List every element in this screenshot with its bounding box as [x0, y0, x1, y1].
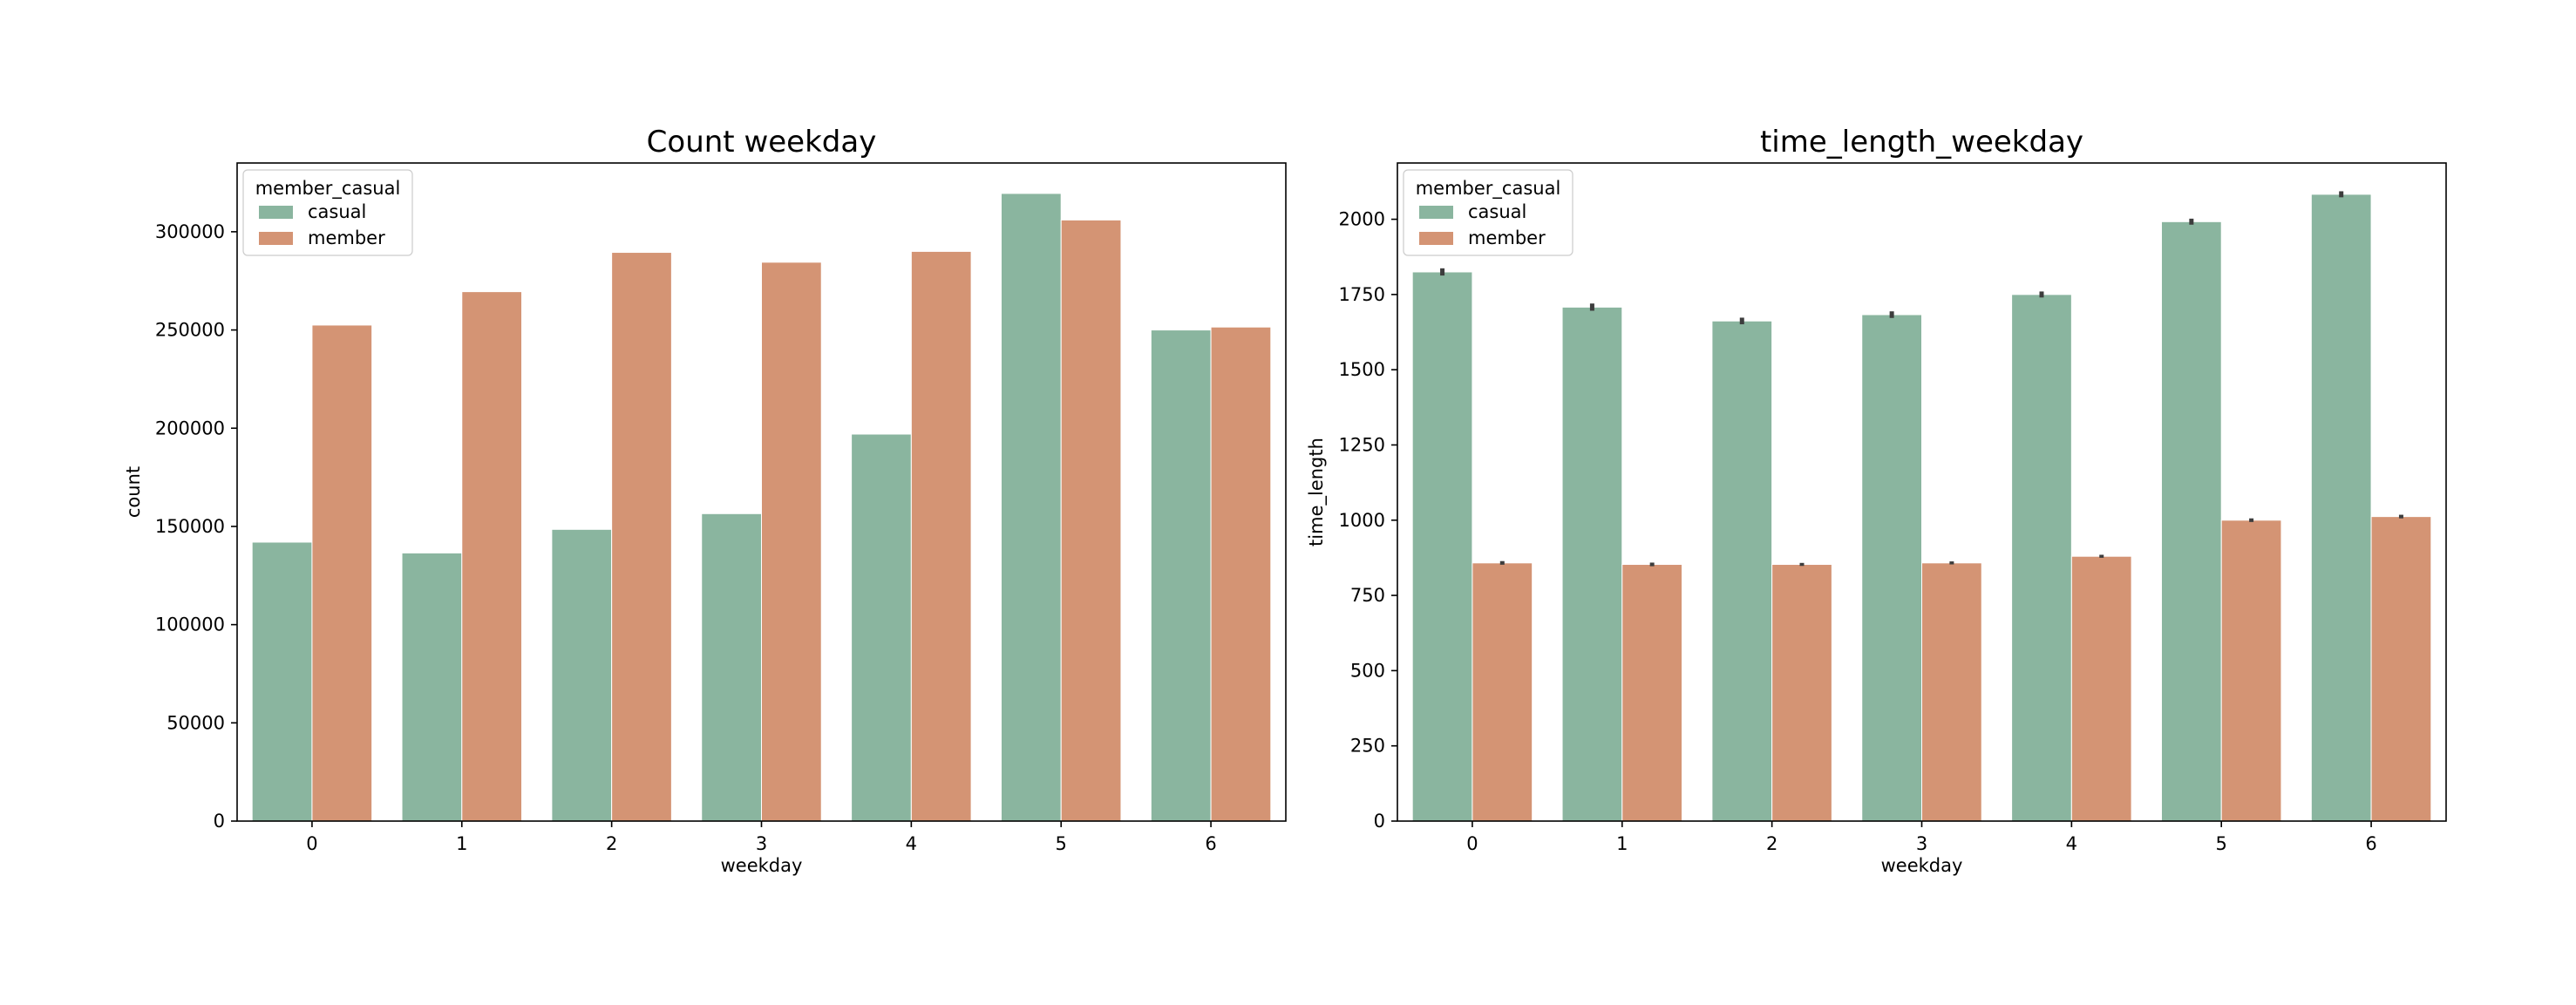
bar-member-6 — [1210, 326, 1272, 822]
bar-member-2 — [1771, 564, 1832, 822]
bar-casual-6 — [1150, 329, 1212, 822]
bar-member-3 — [1921, 562, 1982, 822]
legend-title: member_casual — [1416, 178, 1561, 200]
y-tick-label: 300000 — [155, 221, 225, 242]
y-tick-label: 250 — [1350, 736, 1385, 757]
x-tick-label: 4 — [2066, 833, 2077, 854]
y-tick-label: 1000 — [1339, 510, 1385, 531]
bar-member-5 — [1060, 219, 1122, 822]
chart-title: time_length_weekday — [1760, 125, 2083, 160]
bar-member-1 — [461, 291, 523, 822]
y-tick-label: 100000 — [155, 615, 225, 635]
bar-casual-0 — [1411, 271, 1473, 822]
x-tick-label: 3 — [756, 833, 767, 854]
y-tick-label: 250000 — [155, 320, 225, 341]
bar-casual-0 — [251, 541, 313, 822]
legend-swatch-member — [1419, 232, 1453, 245]
bar-member-0 — [1472, 562, 1533, 822]
y-tick-label: 2000 — [1339, 209, 1385, 230]
x-tick-label: 1 — [1616, 833, 1628, 854]
bar-casual-4 — [851, 433, 912, 822]
x-tick-label: 5 — [1056, 833, 1067, 854]
x-tick-label: 6 — [2365, 833, 2376, 854]
x-tick-label: 4 — [906, 833, 917, 854]
time-length-weekday-chart: 0 250 500 750 1000 1250 1500 1750 2000 0 1 2 3 4 5 6 tim… — [1306, 125, 2447, 876]
bar-member-3 — [761, 261, 822, 822]
y-tick-label: 0 — [214, 811, 225, 832]
x-tick-label: 5 — [2216, 833, 2227, 854]
bar-casual-2 — [551, 528, 613, 822]
x-axis-label: weekday — [1881, 855, 1963, 876]
bar-member-0 — [311, 324, 373, 822]
y-tick-label: 150000 — [155, 516, 225, 537]
y-axis-label: time_length — [1306, 438, 1328, 547]
bar-casual-5 — [2160, 221, 2222, 822]
legend-swatch-casual — [259, 206, 293, 219]
y-tick-label: 1500 — [1339, 359, 1385, 380]
bar-casual-4 — [2011, 294, 2072, 822]
bar-casual-1 — [1561, 306, 1623, 822]
legend-label-member: member — [308, 227, 385, 248]
bar-casual-2 — [1711, 320, 1773, 822]
legend-label-casual: casual — [1468, 201, 1526, 222]
bar-member-4 — [910, 250, 972, 822]
bar-casual-5 — [1000, 193, 1062, 822]
y-tick-label: 500 — [1350, 660, 1385, 681]
bar-casual-3 — [701, 513, 762, 822]
y-tick-label: 0 — [1374, 811, 1385, 832]
x-tick-label: 6 — [1205, 833, 1216, 854]
x-tick-label: 3 — [1916, 833, 1927, 854]
bar-member-4 — [2070, 555, 2132, 822]
bar-member-5 — [2220, 519, 2282, 822]
y-tick-label: 50000 — [167, 712, 225, 733]
x-tick-label: 2 — [1766, 833, 1777, 854]
x-tick-label: 2 — [606, 833, 617, 854]
y-tick-label: 750 — [1350, 585, 1385, 606]
legend-title: member_casual — [255, 178, 401, 200]
bar-casual-3 — [1861, 314, 1922, 822]
x-tick-label: 0 — [306, 833, 317, 854]
y-axis-label: count — [123, 466, 144, 518]
legend-label-casual: casual — [308, 201, 366, 222]
y-tick-label: 1750 — [1339, 284, 1385, 305]
bar-casual-6 — [2310, 194, 2372, 822]
bar-member-1 — [1621, 564, 1683, 822]
bar-casual-1 — [401, 552, 463, 822]
count-weekday-chart: 0 50000 100000 150000 200000 250000 300000 0 1 2 3… — [123, 125, 1287, 876]
legend-swatch-casual — [1419, 206, 1453, 219]
chart-title: Count weekday — [647, 125, 877, 160]
legend-label-member: member — [1468, 227, 1546, 248]
x-axis-label: weekday — [721, 855, 803, 876]
bar-member-6 — [2370, 516, 2432, 822]
y-tick-label: 1250 — [1339, 434, 1385, 455]
bar-member-2 — [611, 252, 672, 822]
x-tick-label: 0 — [1466, 833, 1478, 854]
legend-swatch-member — [259, 232, 293, 245]
x-tick-label: 1 — [456, 833, 467, 854]
y-tick-label: 200000 — [155, 418, 225, 438]
